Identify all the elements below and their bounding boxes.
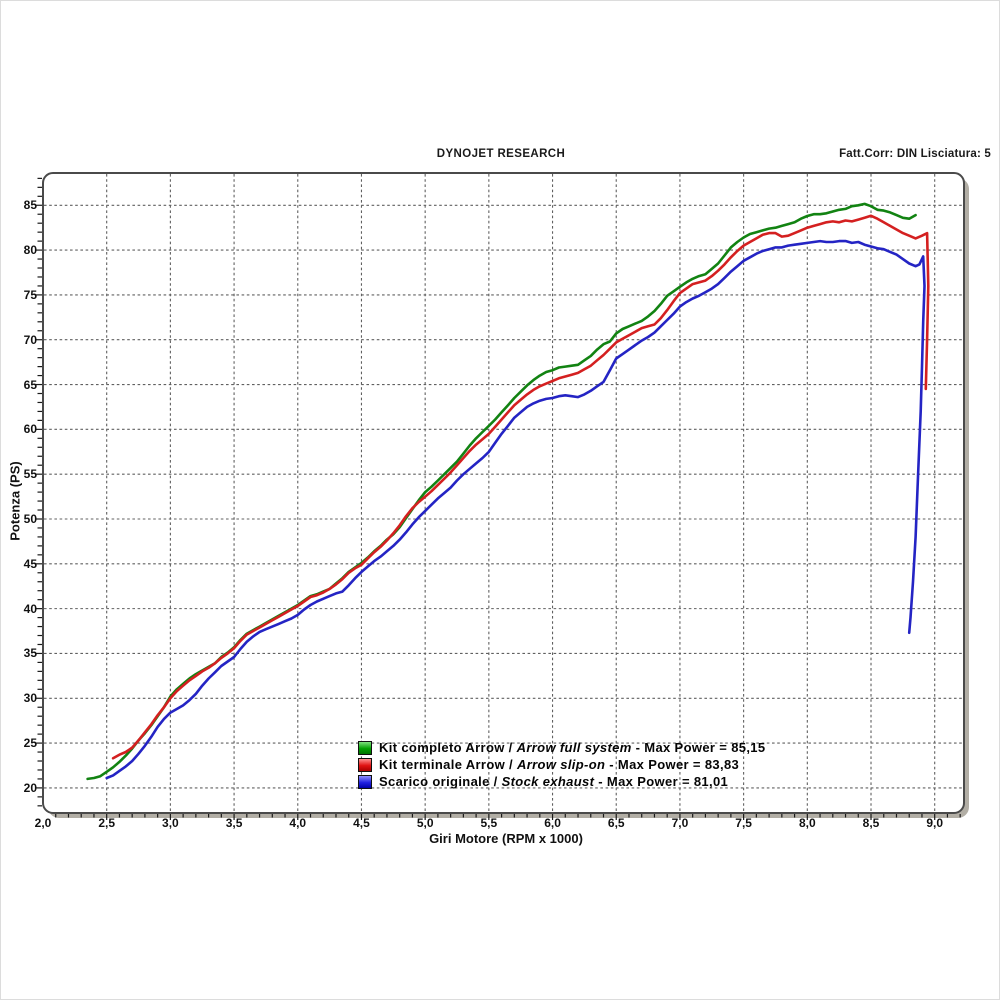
x-tick-label: 5,5 [480,816,498,830]
x-tick-label: 7,5 [735,816,752,830]
correction-factor-label: Fatt.Corr: DIN Lisciatura: 5 [839,148,991,160]
x-tick-label: 4,0 [289,816,307,830]
legend-item-slip-on: Kit terminale Arrow / Arrow slip-on - Ma… [358,756,765,773]
x-tick-label: 6,0 [544,816,561,830]
chart-title: DYNOJET RESEARCH [436,148,566,160]
curve-stock-exhaust [105,239,926,780]
y-tick-label: 80 [23,243,37,258]
y-tick-label: 70 [23,332,37,347]
legend-label: Scarico originale / Stock exhaust - Max … [379,774,729,789]
legend-swatch-green-icon [358,740,372,755]
legend-item-full-system: Kit completo Arrow / Arrow full system -… [358,739,765,756]
x-tick-label: 3,5 [225,816,243,830]
y-tick-label: 30 [23,691,37,706]
legend-item-stock-exhaust: Scarico originale / Stock exhaust - Max … [358,773,765,790]
x-tick-label: 7,0 [671,816,689,830]
x-tick-label: 9,0 [926,816,944,830]
x-axis-title: Giri Motore (RPM x 1000) [429,831,583,846]
y-tick-label: 75 [23,287,37,302]
x-tick-label: 5,0 [416,816,434,830]
y-tick-label: 25 [23,736,37,751]
y-tick-label: 60 [23,422,37,437]
plot-frame [42,172,965,814]
y-tick-label: 85 [23,198,37,213]
legend-swatch-blue-icon [358,774,372,789]
legend-label: Kit terminale Arrow / Arrow slip-on - Ma… [379,757,740,772]
y-tick-label: 65 [23,377,37,392]
y-tick-label: 45 [23,556,37,571]
curve-arrow-slip-on [111,214,930,760]
y-tick-label: 40 [23,601,37,616]
y-tick-label: 50 [23,511,37,526]
x-tick-label: 8,5 [862,816,880,830]
y-tick-label: 20 [23,780,37,795]
x-tick-label: 2,0 [34,816,52,830]
legend: Kit completo Arrow / Arrow full system -… [358,739,765,790]
y-tick-label: 35 [23,646,37,661]
x-tick-label: 3,0 [162,816,179,830]
x-tick-label: 2,5 [98,816,116,830]
y-tick-label: 55 [23,467,37,482]
x-tick-label: 6,5 [607,816,625,830]
x-tick-label: 4,5 [353,816,370,830]
legend-label: Kit completo Arrow / Arrow full system -… [379,740,766,755]
legend-swatch-red-icon [358,757,372,772]
x-tick-label: 8,0 [798,816,816,830]
